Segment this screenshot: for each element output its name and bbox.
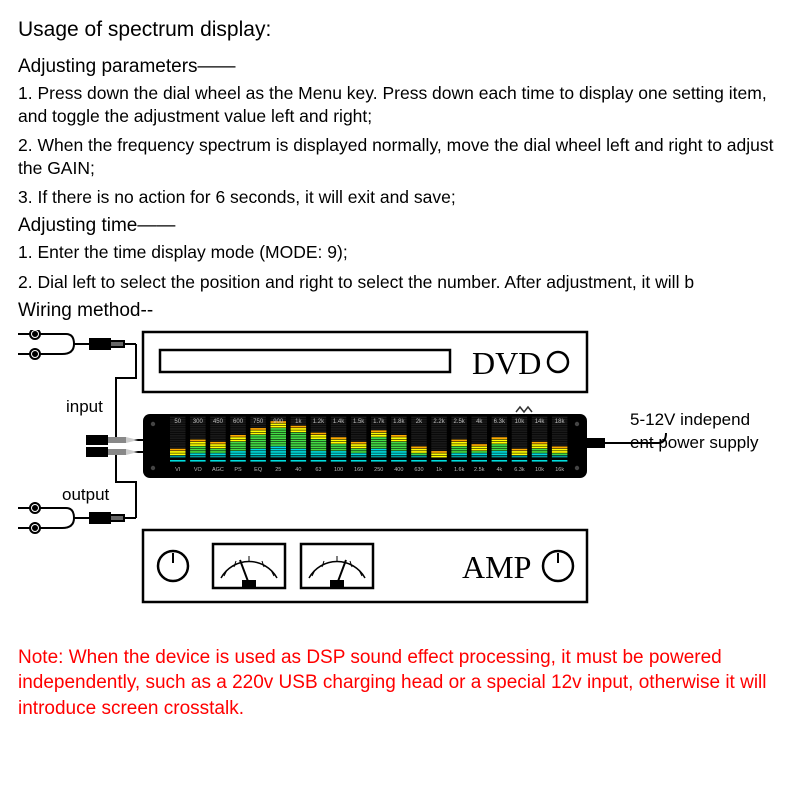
svg-text:300: 300 [193,419,204,425]
svg-text:PS: PS [234,467,242,473]
power-label-2: ent power supply [630,433,759,452]
svg-text:40: 40 [295,467,301,473]
para-4: 1. Enter the time display mode (MODE: 9)… [18,241,782,264]
svg-text:25: 25 [275,467,281,473]
svg-text:VO: VO [194,467,203,473]
dvd-label: DVD [472,345,541,381]
para-2: 2. When the frequency spectrum is displa… [18,134,782,180]
section2-heading: Adjusting time—— [18,215,782,237]
svg-text:900: 900 [273,419,284,425]
output-label: output [62,485,110,504]
svg-text:VI: VI [175,467,181,473]
svg-text:1k: 1k [436,467,442,473]
svg-text:2.5k: 2.5k [453,419,465,425]
para-3: 3. If there is no action for 6 seconds, … [18,186,782,209]
svg-text:10k: 10k [515,419,526,425]
svg-text:EQ: EQ [254,467,263,473]
svg-text:400: 400 [394,467,403,473]
svg-text:1k: 1k [295,419,302,425]
para-1: 1. Press down the dial wheel as the Menu… [18,82,782,128]
output-jack [86,447,138,457]
svg-text:4k: 4k [496,467,502,473]
svg-text:160: 160 [354,467,363,473]
svg-text:6.3k: 6.3k [494,419,506,425]
svg-text:10k: 10k [535,467,544,473]
svg-text:2k: 2k [416,419,423,425]
svg-text:1.2k: 1.2k [313,419,325,425]
svg-text:16k: 16k [555,467,564,473]
svg-text:2.5k: 2.5k [474,467,485,473]
svg-text:250: 250 [374,467,383,473]
svg-text:50: 50 [174,419,181,425]
svg-text:18k: 18k [555,419,566,425]
svg-text:100: 100 [334,467,343,473]
page-title: Usage of spectrum display: [18,18,782,42]
svg-text:450: 450 [213,419,224,425]
svg-text:1.5k: 1.5k [353,419,365,425]
input-jack [86,435,138,445]
wiring-diagram: input 5-12V independ ent power supply [18,330,782,630]
para-5: 2. Dial left to select the position and … [18,271,782,294]
section1-heading: Adjusting parameters—— [18,56,782,78]
svg-text:750: 750 [253,419,264,425]
svg-text:14k: 14k [535,419,546,425]
svg-text:AGC: AGC [212,467,224,473]
input-label: input [66,397,103,416]
svg-text:1.4k: 1.4k [333,419,345,425]
svg-text:1.6k: 1.6k [454,467,465,473]
svg-text:2.2k: 2.2k [433,419,445,425]
svg-text:1.8k: 1.8k [393,419,405,425]
section3-heading: Wiring method-- [18,300,782,322]
note-text: Note: When the device is used as DSP sou… [18,645,782,722]
svg-text:630: 630 [414,467,423,473]
power-label-1: 5-12V independ [630,410,750,429]
amp-label: AMP [462,549,531,585]
input-cable [18,330,143,440]
svg-text:600: 600 [233,419,244,425]
svg-text:4k: 4k [476,419,483,425]
svg-text:6.3k: 6.3k [514,467,525,473]
svg-text:63: 63 [315,467,321,473]
svg-text:1.7k: 1.7k [373,419,385,425]
